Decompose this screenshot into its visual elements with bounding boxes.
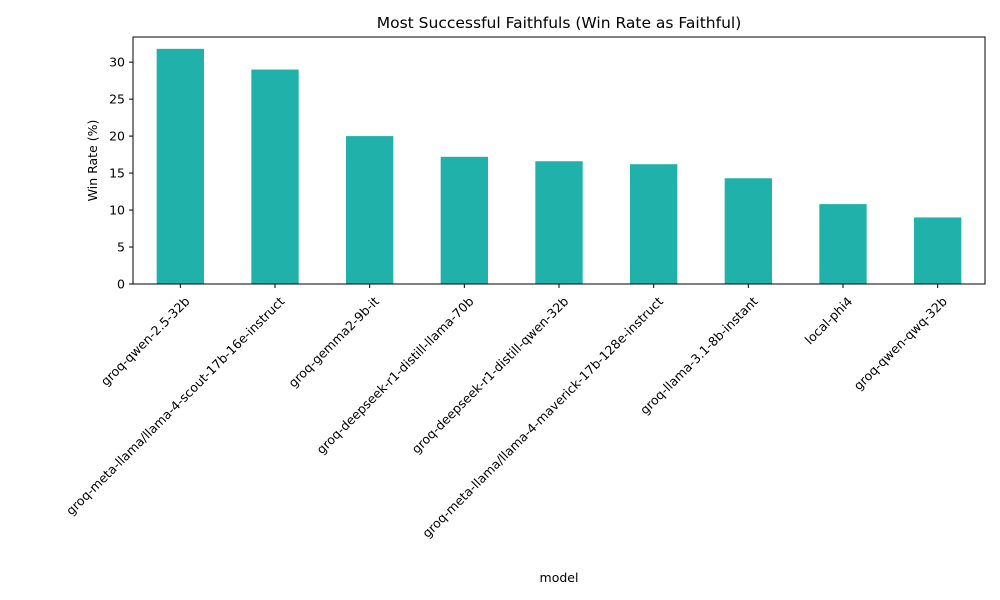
- x-axis-label: model: [540, 570, 579, 585]
- x-axis: groq-qwen-2.5-32bgroq-meta-llama/llama-4…: [63, 284, 950, 541]
- plot-frame: [132, 36, 986, 285]
- x-tick-label-0: groq-qwen-2.5-32b: [98, 294, 193, 389]
- x-tick-label-3: groq-deepseek-r1-distill-llama-70b: [313, 294, 476, 457]
- y-tick-label-3: 15: [109, 165, 125, 180]
- y-tick-label-4: 20: [109, 128, 125, 143]
- y-tick-label-0: 0: [117, 276, 125, 291]
- bar-0: [156, 48, 204, 284]
- bar-8: [914, 217, 962, 284]
- x-tick-label-2: groq-gemma2-9b-it: [285, 294, 382, 391]
- x-tick-label-8: groq-qwen-qwq-32b: [851, 294, 950, 393]
- y-axis-label: Win Rate (%): [85, 120, 100, 202]
- bars-group: [156, 48, 962, 284]
- y-tick-label-6: 30: [109, 55, 125, 70]
- x-tick-label-7: local-phi4: [802, 294, 856, 348]
- x-tick-label-4: groq-deepseek-r1-distill-qwen-32b: [408, 294, 571, 457]
- chart-title: Most Successful Faithfuls (Win Rate as F…: [377, 14, 742, 32]
- y-tick-label-2: 10: [109, 202, 125, 217]
- bar-1: [251, 69, 299, 284]
- bar-2: [346, 136, 394, 284]
- y-axis: 0 5 10 15 20 25 30: [109, 55, 133, 291]
- bar-3: [440, 156, 488, 284]
- bar-6: [724, 178, 772, 284]
- y-tick-label-1: 5: [117, 239, 125, 254]
- y-tick-label-5: 25: [109, 91, 125, 106]
- bar-5: [630, 164, 678, 284]
- bar-4: [535, 161, 583, 284]
- bar-7: [819, 204, 867, 284]
- x-tick-label-1: groq-meta-llama/llama-4-scout-17b-16e-in…: [63, 294, 287, 518]
